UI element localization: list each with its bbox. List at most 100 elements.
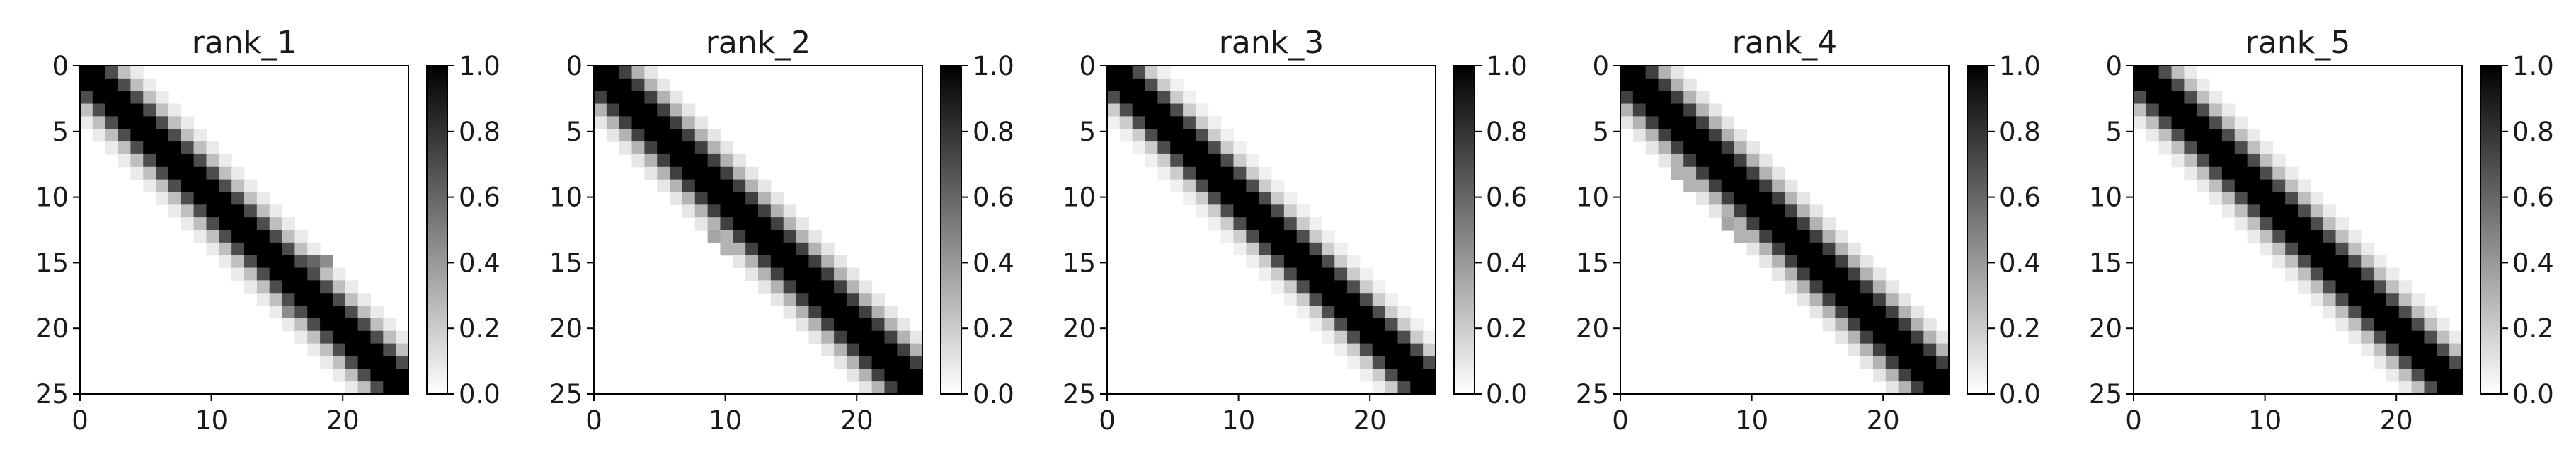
heatmap-cell — [1898, 318, 1912, 332]
heatmap-cell — [1372, 330, 1386, 344]
heatmap-cell — [1296, 255, 1310, 269]
heatmap-cell — [1860, 306, 1874, 319]
heatmap-cell — [1734, 129, 1748, 142]
heatmap-cell — [2209, 116, 2223, 129]
heatmap-cell — [1683, 166, 1697, 180]
heatmap-cell — [1347, 306, 1361, 319]
colorbar-tick-label: 0.4 — [2512, 248, 2554, 278]
heatmap-cell — [1785, 255, 1798, 269]
heatmap-cell — [1809, 217, 1824, 231]
heatmap-cell — [1322, 255, 1335, 269]
heatmap-cell — [2260, 242, 2273, 256]
heatmap-cell — [1233, 217, 1247, 231]
heatmap-cell — [92, 91, 106, 105]
heatmap-cell — [1911, 330, 1924, 344]
heatmap-cell — [1347, 280, 1361, 294]
heatmap-cell — [1107, 66, 1121, 79]
heatmap-cell — [1233, 242, 1247, 256]
heatmap-cell — [1632, 103, 1647, 117]
heatmap-cell — [594, 103, 607, 117]
heatmap-cell — [1696, 103, 1710, 117]
heatmap-cell — [2361, 267, 2374, 281]
x-tick-label: 0 — [1612, 405, 1629, 436]
heatmap-cell — [644, 78, 658, 92]
heatmap-cell — [871, 369, 886, 382]
heatmap-cell — [2411, 330, 2425, 344]
heatmap-cell — [1734, 166, 1748, 180]
heatmap-cell — [1696, 179, 1710, 193]
heatmap-cell — [143, 153, 156, 168]
heatmap-cell — [1372, 306, 1386, 319]
heatmap-cell — [1759, 255, 1773, 269]
y-tick-label: 15 — [2089, 248, 2122, 278]
heatmap-cell — [821, 242, 835, 256]
heatmap-cell — [910, 381, 923, 395]
heatmap-cell — [783, 306, 797, 319]
heatmap-cell — [1372, 343, 1386, 357]
heatmap-cell — [910, 369, 923, 382]
heatmap-cell — [357, 356, 372, 369]
heatmap-cell — [733, 153, 746, 168]
heatmap-cell — [2323, 306, 2337, 319]
heatmap-cell — [1671, 129, 1684, 142]
heatmap-cell — [1860, 343, 1874, 357]
heatmap-cell — [745, 255, 759, 269]
heatmap-cell — [383, 343, 396, 357]
heatmap-cell — [1170, 103, 1184, 117]
heatmap-cell — [1658, 78, 1671, 92]
heatmap-cell — [796, 242, 809, 256]
heatmap-cell — [2234, 153, 2248, 168]
heatmap-cell — [1809, 204, 1824, 218]
heatmap-cell — [332, 293, 346, 306]
heatmap-cell — [1296, 293, 1310, 306]
heatmap-cell — [821, 280, 835, 294]
heatmap-cell — [1208, 153, 1222, 168]
heatmap-cell — [1645, 129, 1659, 142]
heatmap-cell — [181, 166, 195, 180]
heatmap-cell — [92, 129, 106, 142]
heatmap-cell — [193, 204, 207, 218]
heatmap-cell — [1772, 204, 1785, 218]
heatmap-cell — [231, 255, 245, 269]
heatmap-cell — [2437, 330, 2450, 344]
heatmap-cell — [1759, 242, 1773, 256]
heatmap-cell — [2171, 91, 2185, 105]
heatmap-cell — [156, 179, 169, 193]
heatmap-cell — [1835, 318, 1848, 332]
colorbar-tick-label: 0.0 — [1486, 379, 1528, 410]
heatmap-cell — [1157, 103, 1171, 117]
heatmap-cell — [897, 318, 910, 332]
heatmap-cell — [707, 129, 721, 142]
panel-title: rank_1 — [192, 25, 297, 61]
heatmap-cell — [1259, 166, 1272, 180]
heatmap-cell — [834, 280, 847, 294]
heatmap-cell — [332, 369, 346, 382]
heatmap-cell — [2272, 192, 2286, 205]
heatmap-cell — [1835, 306, 1848, 319]
heatmap-cell — [1334, 306, 1348, 319]
heatmap-cell — [733, 192, 746, 205]
heatmap-cell — [2285, 242, 2299, 256]
colorbar — [940, 65, 962, 395]
heatmap-cell — [357, 330, 372, 344]
heatmap-cell — [2411, 369, 2425, 382]
y-tick-label: 20 — [1576, 313, 1609, 344]
heatmap-cell — [1872, 318, 1887, 332]
colorbar-tick-label: 0.8 — [1486, 117, 1528, 147]
heatmap-cell — [1119, 116, 1133, 129]
heatmap-cell — [1259, 179, 1272, 193]
heatmap-cell — [1220, 230, 1235, 243]
heatmap-cell — [1195, 166, 1209, 180]
heatmap-cell — [320, 306, 333, 319]
y-tick-label: 25 — [1063, 379, 1096, 410]
heatmap-cell — [1734, 141, 1748, 155]
heatmap-cell — [1822, 255, 1836, 269]
heatmap-cell — [80, 103, 93, 117]
heatmap-cell — [1797, 204, 1811, 218]
heatmap-cell — [168, 166, 182, 180]
heatmap-cell — [370, 330, 384, 344]
heatmap-cell — [720, 141, 733, 155]
heatmap-cell — [670, 153, 683, 168]
heatmap-cell — [294, 280, 308, 294]
heatmap-cell — [1683, 78, 1697, 92]
